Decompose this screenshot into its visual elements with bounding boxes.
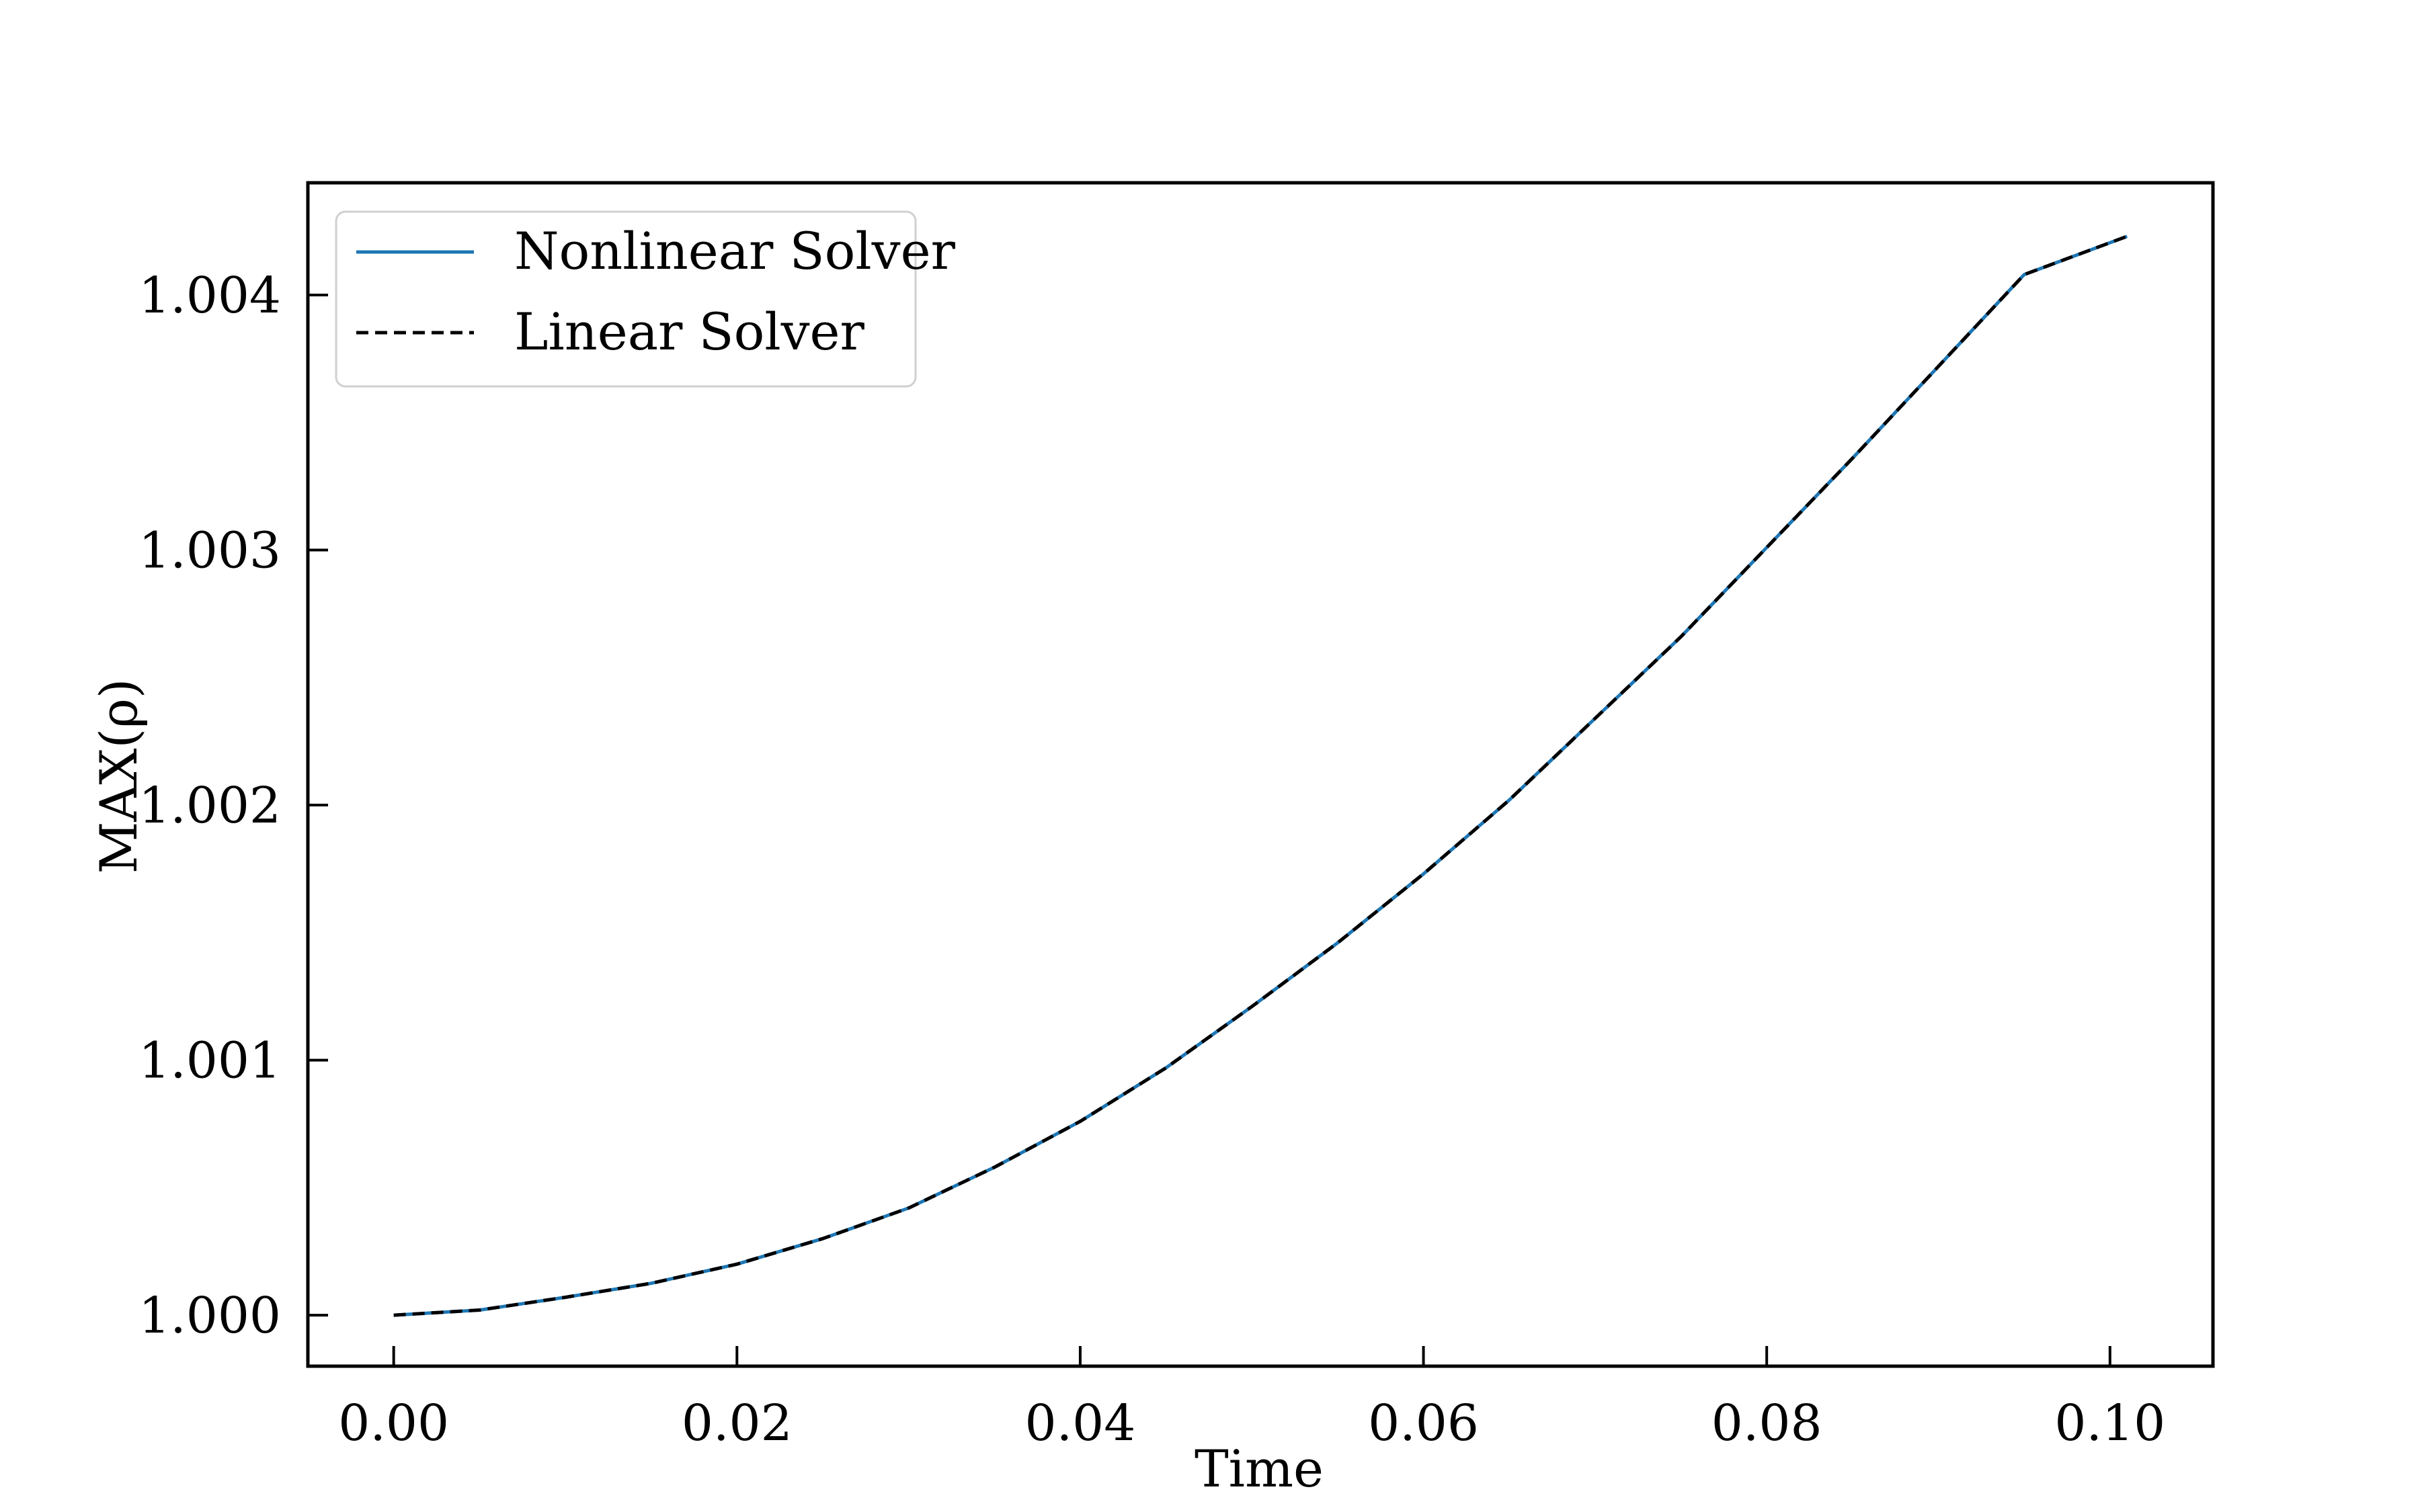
x-tick-label: 0.08 [1711,1394,1822,1452]
y-axis-label: MAX(ρ) [89,679,149,874]
y-tick-label: 1.000 [138,1287,281,1345]
x-tick-label: 0.10 [2054,1394,2165,1452]
series-line-linear-solver [393,235,2128,1317]
x-tick-label: 0.00 [338,1394,449,1452]
x-tick-label: 0.02 [682,1394,793,1452]
legend-label-linear-solver: Linear Solver [514,302,865,362]
x-axis-label: Time [1195,1439,1324,1499]
x-tick-label: 0.04 [1025,1394,1136,1452]
y-tick-label: 1.004 [138,267,281,325]
y-tick-label: 1.001 [138,1032,281,1090]
legend-box [335,210,917,388]
axes-frame [306,181,2215,1368]
x-axis-ticks: 0.00 0.02 0.04 0.06 0.08 0.10 [338,1346,2165,1452]
legend: Nonlinear Solver Linear Solver [335,210,956,388]
y-tick-label: 1.003 [138,522,281,580]
plot-area [393,235,2128,1317]
y-tick-label: 1.002 [138,777,281,835]
x-tick-label: 0.06 [1368,1394,1479,1452]
legend-label-nonlinear-solver: Nonlinear Solver [514,221,956,281]
y-axis-ticks: 1.000 1.001 1.002 1.003 1.004 [138,267,328,1345]
